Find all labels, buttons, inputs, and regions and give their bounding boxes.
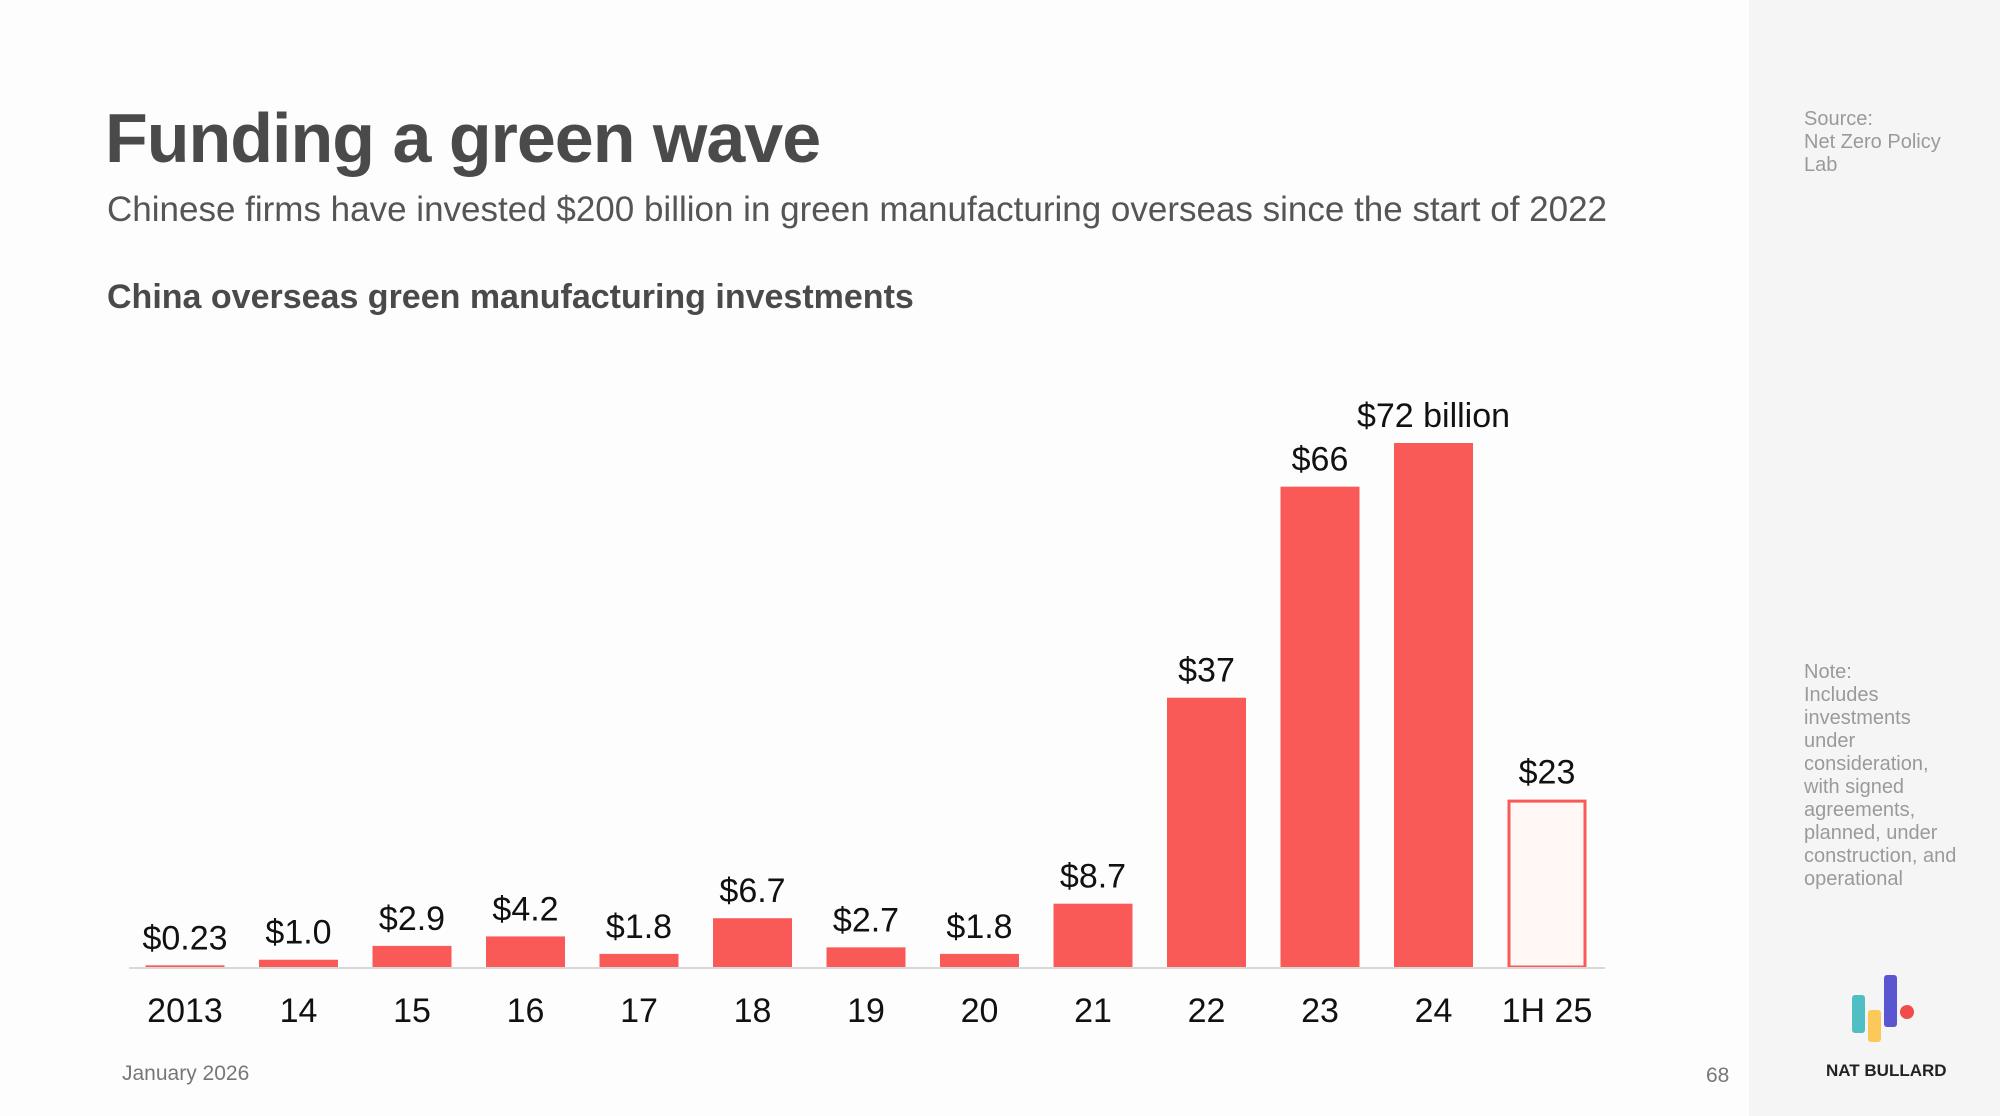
nat-bullard-logo-icon	[1852, 975, 1914, 1042]
slide: Funding a green wave Chinese firms have …	[105, 99, 1730, 1087]
data-label: $23	[1519, 754, 1576, 792]
bar-17	[599, 953, 679, 967]
bar-14	[259, 959, 338, 967]
data-label: $72 billion	[1357, 397, 1510, 435]
data-label: $0.23	[142, 919, 227, 957]
x-tick-label: 23	[1301, 992, 1339, 1030]
x-tick-label: 16	[507, 992, 545, 1030]
data-label: $6.7	[719, 872, 785, 910]
page-number: 68	[1706, 1064, 1730, 1087]
data-label: $8.7	[1060, 858, 1126, 896]
page-title: Funding a green wave	[105, 99, 821, 177]
source-label: Source:	[1804, 108, 1873, 130]
data-label: $2.9	[379, 900, 445, 938]
bar-chart: $0.23 2013 $1.0 14 $2.9 15 $4.2 16 $1.8 17 $6.7 18 $…	[129, 397, 1605, 1030]
footnote: Note: Includes investments under conside…	[1804, 661, 1964, 891]
x-tick-label: 19	[847, 992, 885, 1030]
data-label: $1.8	[946, 908, 1012, 946]
bar-21	[1053, 903, 1133, 967]
x-tick-label: 22	[1188, 992, 1226, 1030]
x-tick-label: 1H 25	[1502, 992, 1593, 1030]
x-tick-label: 21	[1074, 992, 1112, 1030]
source-note: Source: Net Zero Policy Lab	[1804, 108, 1994, 177]
x-tick-label: 14	[280, 992, 318, 1030]
bar-20	[940, 953, 1019, 967]
data-label: $1.0	[265, 914, 331, 952]
bar-18	[713, 918, 792, 967]
page-subtitle: Chinese firms have invested $200 billion…	[107, 190, 1608, 229]
bar-15	[372, 945, 452, 967]
note-text: Includes investments under consideration…	[1804, 684, 1957, 890]
x-tick-label: 2013	[147, 992, 223, 1030]
brand-name: NAT BULLARD	[1826, 1061, 1947, 1080]
x-tick-label: 24	[1415, 992, 1453, 1030]
data-label: $66	[1292, 441, 1349, 479]
x-tick-label: 15	[393, 992, 431, 1030]
footer-date: January 2026	[122, 1062, 250, 1085]
sidebar	[1749, 0, 2000, 1116]
note-label: Note:	[1804, 661, 1852, 683]
chart-title: China overseas green manufacturing inves…	[107, 278, 914, 316]
data-label: $4.2	[492, 890, 558, 928]
source-text: Net Zero Policy Lab	[1804, 131, 1941, 176]
bar-1H 25	[1507, 799, 1587, 969]
bar-2013	[145, 965, 225, 967]
bar-19	[826, 947, 906, 967]
x-tick-label: 20	[961, 992, 999, 1030]
bar-23	[1280, 486, 1360, 967]
data-label: $2.7	[833, 901, 899, 939]
data-label: $1.8	[606, 908, 672, 946]
bar-16	[486, 936, 565, 967]
data-label: $37	[1178, 652, 1235, 690]
x-tick-label: 18	[734, 992, 772, 1030]
bar-24	[1394, 443, 1473, 967]
x-tick-label: 17	[620, 992, 658, 1030]
bar-22	[1167, 697, 1246, 967]
